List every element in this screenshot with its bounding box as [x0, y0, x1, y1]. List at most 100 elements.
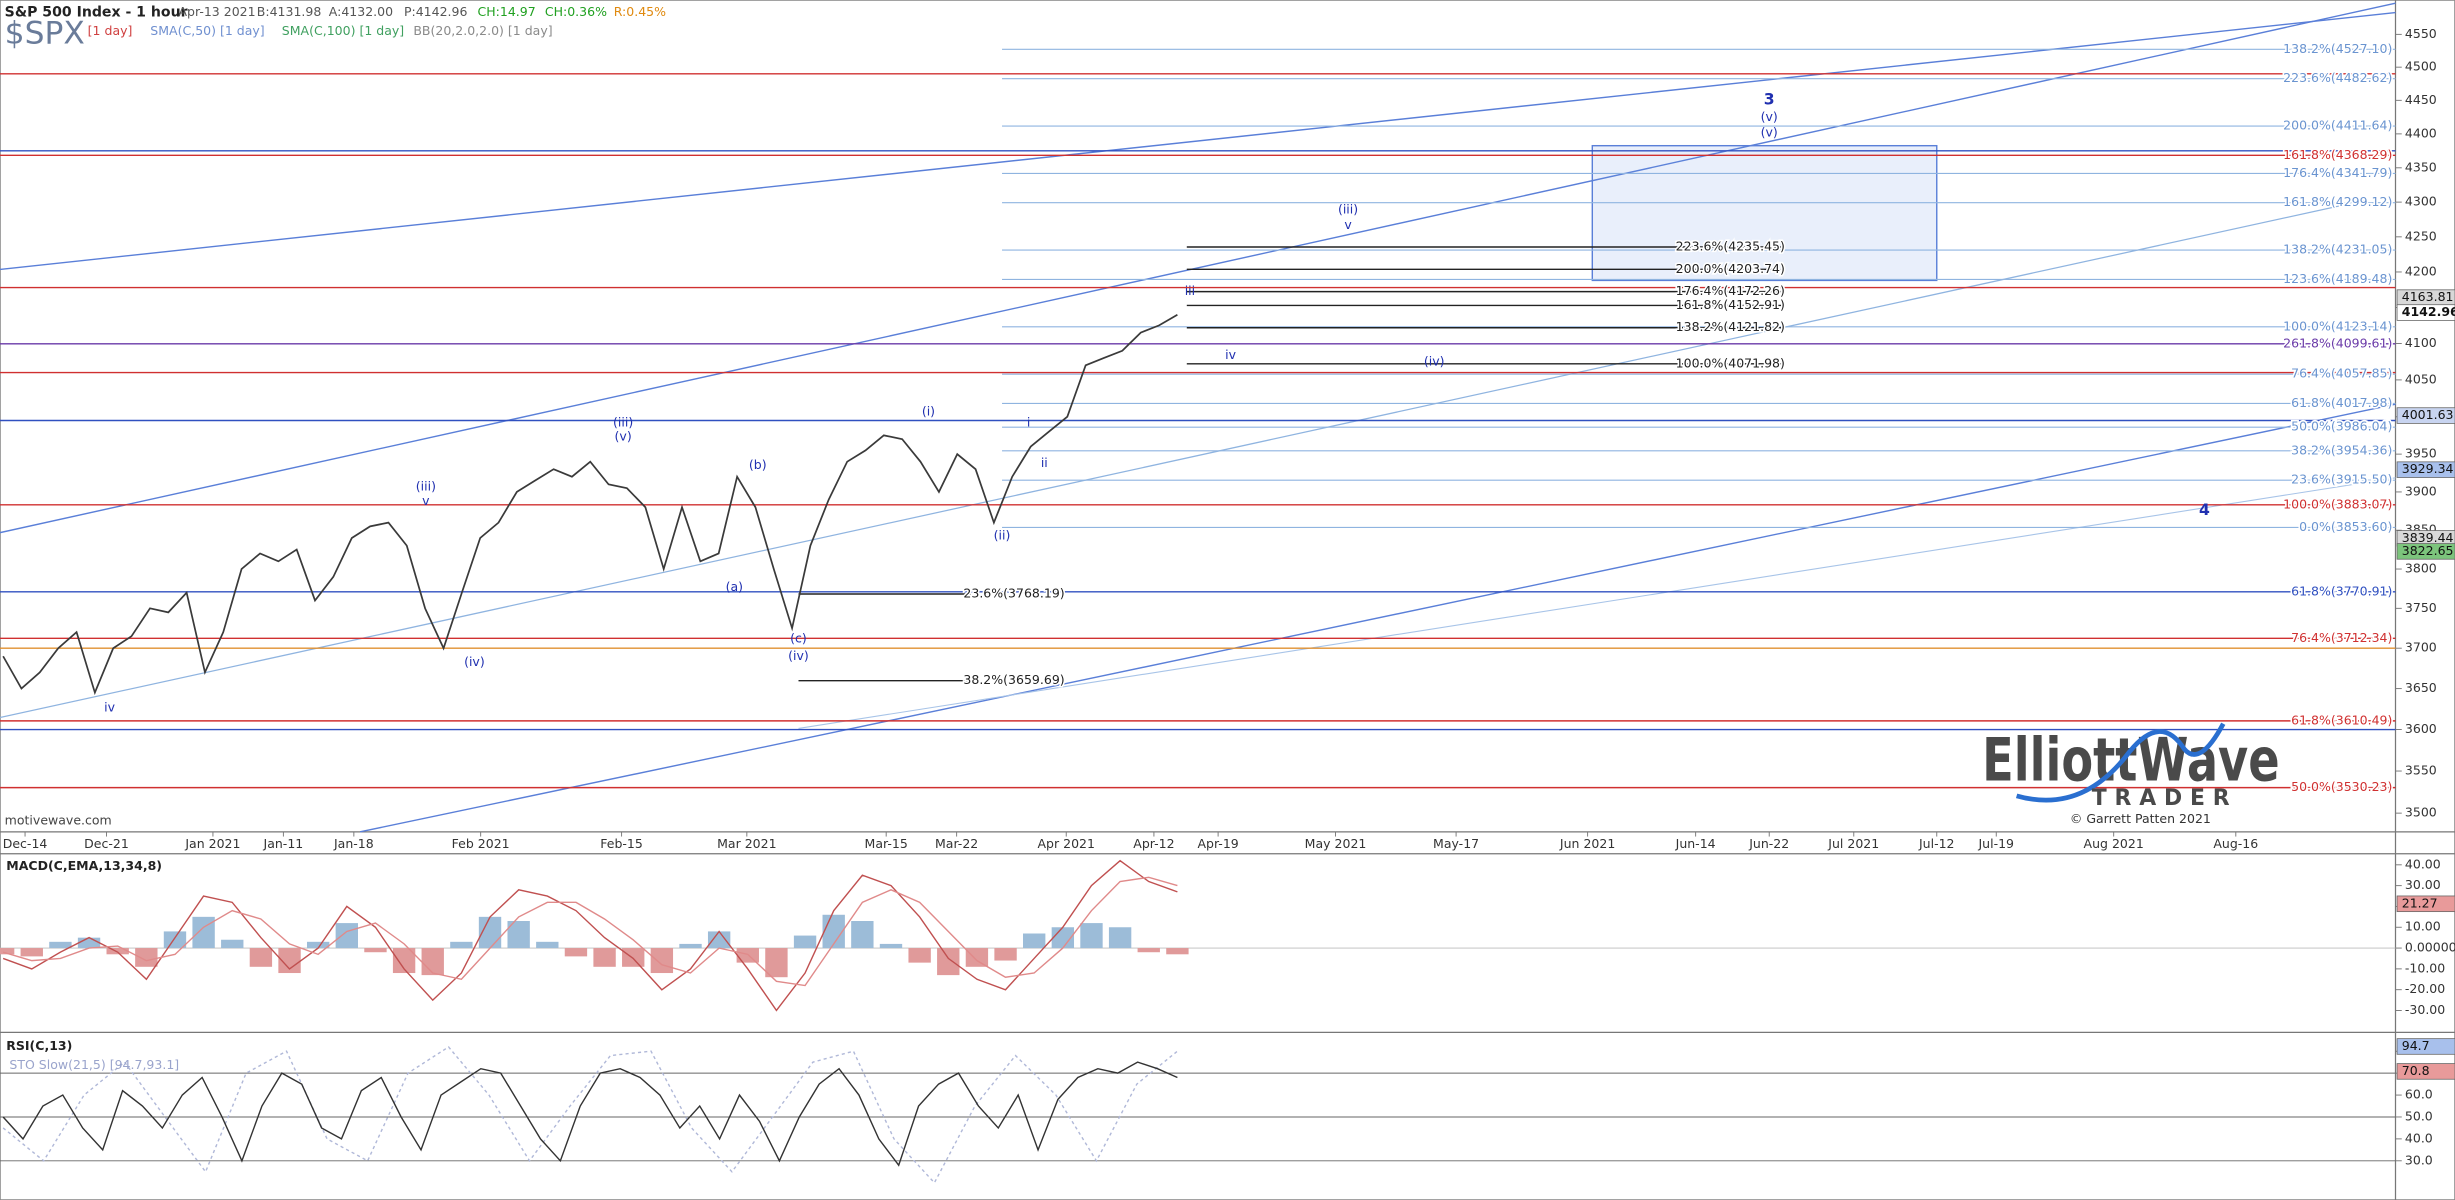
wave-label: v — [422, 493, 430, 508]
histogram-bar — [335, 923, 359, 949]
price-box-label: 4001.63 — [2402, 407, 2454, 422]
series-line — [2, 1061, 1178, 1167]
y-tick-label: 4350 — [2405, 159, 2437, 174]
y-tick-label: 3700 — [2405, 640, 2437, 655]
price-box — [2396, 407, 2455, 424]
level-label: 23.6%(3915.50) — [2291, 472, 2392, 487]
y-tick-label: 40.00 — [2405, 856, 2441, 871]
level-label: 138.2%(4121.82) — [1676, 319, 1785, 334]
channel-line — [0, 11, 2396, 271]
x-tick-label: Apr 2021 — [1038, 836, 1095, 851]
histogram-bar — [163, 931, 187, 949]
series-line — [2, 1046, 1178, 1184]
y-tick-label: 3950 — [2405, 446, 2437, 461]
price-box — [2396, 895, 2455, 913]
histogram-bar — [278, 948, 301, 974]
histogram-bar — [965, 948, 989, 967]
channel-line — [798, 477, 2396, 730]
x-tick-label: Mar-15 — [865, 836, 908, 851]
x-tick-label: Feb-15 — [600, 836, 643, 851]
wave-label: iv — [104, 700, 115, 715]
study: BB(20,2.0,2.0) [1 day] — [413, 23, 552, 38]
histogram-bar — [421, 948, 444, 976]
level-label: 50.0%(3986.04) — [2291, 419, 2392, 434]
price-box-label: 4163.81 — [2402, 289, 2454, 304]
wave-label: (iv) — [1424, 353, 1445, 368]
y-tick-label: 4400 — [2405, 125, 2437, 140]
y-tick-label: -30.00 — [2405, 1002, 2445, 1017]
range: R:0.45% — [614, 4, 666, 19]
x-tick-label: May 2021 — [1305, 836, 1367, 851]
level-label: 161.8%(4368.29) — [2283, 147, 2392, 162]
date: Apr-13 2021 — [178, 4, 255, 19]
histogram-bar — [679, 943, 702, 949]
ask: A:4132.00 — [329, 4, 393, 19]
symbol: $SPX — [5, 15, 85, 51]
histogram-bar — [536, 941, 559, 949]
y-tick-label: 4450 — [2405, 92, 2437, 107]
wave-label: (i) — [922, 404, 935, 419]
panel-title: RSI(C,13) — [6, 1038, 72, 1053]
x-tick-label: Feb 2021 — [452, 836, 510, 851]
level-label: 100.0%(4071.98) — [1676, 355, 1785, 370]
wave-label: i — [1027, 414, 1030, 429]
histogram-bar — [736, 948, 759, 963]
price-box-label: 21.27 — [2402, 895, 2438, 910]
x-tick-label: Dec-21 — [84, 836, 129, 851]
series-line — [2, 876, 1178, 987]
panel-title: MACD(C,EMA,13,34,8) — [6, 858, 162, 873]
y-tick-label: 30.00 — [2405, 877, 2441, 892]
level-label: 200.0%(4203.74) — [1676, 261, 1785, 276]
level-label: 138.2%(4527.10) — [2283, 41, 2392, 56]
histogram-bar — [879, 943, 903, 949]
logo: ElliottWave TRADER © Garrett Patten 2021 — [1982, 722, 2280, 826]
y-tick-label: 4500 — [2405, 59, 2437, 74]
histogram-bar — [221, 939, 244, 949]
x-tick-label: Aug-16 — [2213, 836, 2258, 851]
wave-label: (iv) — [788, 648, 809, 663]
price-box — [2396, 1063, 2455, 1080]
level-label: 123.6%(4189.48) — [2283, 271, 2392, 286]
histogram-bar — [1166, 948, 1189, 955]
level-label: 61.8%(3610.49) — [2291, 712, 2392, 727]
study: SMA(C,100) [1 day] — [282, 23, 404, 38]
level-label: 38.2%(3954.36) — [2291, 442, 2392, 457]
level-label: 176.4%(4172.26) — [1676, 283, 1785, 298]
price: P:4142.96 — [404, 4, 468, 19]
wave-label: (v) — [1761, 109, 1778, 124]
x-tick-label: Jul-19 — [1977, 836, 2014, 851]
wave-label: 4 — [2199, 500, 2210, 519]
wave-label: (iii) — [416, 479, 436, 494]
x-tick-label: Jun-22 — [1748, 836, 1789, 851]
y-tick-label: -10.00 — [2405, 960, 2445, 975]
x-tick-label: Apr-12 — [1133, 836, 1174, 851]
y-tick-label: 0.00000 — [2405, 940, 2455, 955]
study: SMA(C,50) [1 day] — [150, 23, 264, 38]
y-tick-label: 30.0 — [2405, 1152, 2433, 1167]
histogram-bar — [20, 948, 43, 957]
x-tick-label: Jul 2021 — [1827, 836, 1879, 851]
y-tick-label: 10.00 — [2405, 919, 2441, 934]
y-tick-label: 3550 — [2405, 763, 2437, 778]
x-tick-label: Apr-19 — [1197, 836, 1238, 851]
x-tick-label: Aug 2021 — [2084, 836, 2144, 851]
y-tick-label: 3800 — [2405, 561, 2437, 576]
series-line — [2, 859, 1178, 1012]
x-tick-label: Jun-14 — [1675, 836, 1716, 851]
level-label: 23.6%(3768.19) — [963, 585, 1064, 600]
x-tick-label: Jan 2021 — [184, 836, 240, 851]
level-label: 50.0%(3530.23) — [2291, 779, 2392, 794]
trend-lines — [0, 2, 2396, 833]
level-label: 76.4%(4057.85) — [2291, 366, 2392, 381]
histogram-bar — [249, 948, 273, 967]
x-tick-label: Jun 2021 — [1559, 836, 1615, 851]
channel-line — [0, 2, 2396, 534]
histogram-bar — [707, 931, 731, 949]
y-tick-label: 4550 — [2405, 26, 2437, 41]
logo-name: ElliottWave — [1982, 727, 2279, 796]
y-tick-label: -20.00 — [2405, 981, 2445, 996]
histogram-bar — [1108, 927, 1132, 949]
price-box-label: 70.8 — [2402, 1063, 2430, 1078]
